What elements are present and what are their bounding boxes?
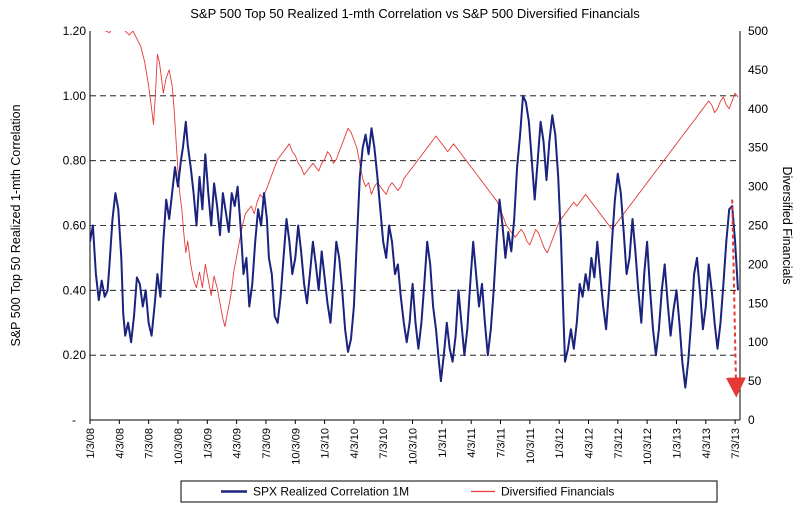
y-right-axis-label: Diversified Financials <box>780 166 794 284</box>
y-right-tick-label: 350 <box>748 141 768 155</box>
x-tick-label: 10/3/08 <box>173 428 185 465</box>
x-tick-label: 1/3/10 <box>320 428 332 459</box>
y-left-tick-label: 1.20 <box>63 24 87 38</box>
x-tick-label: 10/3/09 <box>290 428 302 465</box>
y-left-tick-label: 0.40 <box>63 283 87 297</box>
x-tick-label: 7/3/13 <box>730 428 742 459</box>
y-right-tick-label: 50 <box>748 374 762 388</box>
y-right-tick-label: 100 <box>748 335 768 349</box>
x-tick-label: 1/3/09 <box>202 428 214 459</box>
annotation-arrow <box>725 199 746 398</box>
x-tick-label: 10/3/12 <box>642 428 654 465</box>
x-tick-label: 1/3/11 <box>437 428 449 458</box>
x-tick-label: 4/3/10 <box>349 428 361 459</box>
x-tick-label: 4/3/09 <box>232 428 244 459</box>
x-tick-label: 1/3/08 <box>85 428 97 459</box>
y-right-tick-label: 300 <box>748 180 768 194</box>
y-left-axis-label: S&P 500 Top 50 Realized 1-mth Correlatio… <box>9 104 23 346</box>
legend-label-diversified-financials: Diversified Financials <box>501 485 614 499</box>
x-tick-label: 4/3/11 <box>466 428 478 458</box>
y-left-zero-label: - <box>72 413 76 427</box>
x-tick-label: 4/3/08 <box>114 428 126 459</box>
y-left-tick-label: 0.80 <box>63 154 87 168</box>
y-left-tick-label: 0.60 <box>63 219 87 233</box>
x-tick-label: 4/3/12 <box>583 428 595 459</box>
x-tick-label: 1/3/13 <box>671 428 683 459</box>
x-tick-label: 7/3/12 <box>613 428 625 459</box>
y-left-tick-label: 1.00 <box>63 89 87 103</box>
x-tick-label: 7/3/08 <box>144 428 156 459</box>
y-right-tick-label: 250 <box>748 219 768 233</box>
y-right-tick-label: 150 <box>748 296 768 310</box>
x-tick-label: 10/3/10 <box>408 428 420 465</box>
y-right-tick-label: 400 <box>748 102 768 116</box>
y-left-tick-label: 0.20 <box>63 348 87 362</box>
series-line-diversified-financials <box>104 31 739 328</box>
y-right-tick-label: 450 <box>748 63 768 77</box>
y-right-tick-label: 500 <box>748 24 768 38</box>
y-right-tick-label: 0 <box>748 413 755 427</box>
y-right-tick-label: 200 <box>748 257 768 271</box>
x-tick-label: 7/3/11 <box>496 428 508 458</box>
chart-title: S&P 500 Top 50 Realized 1-mth Correlatio… <box>190 6 640 21</box>
x-tick-label: 1/3/12 <box>554 428 566 459</box>
legend-box <box>180 480 718 503</box>
x-tick-label: 10/3/11 <box>525 428 537 464</box>
x-tick-label: 4/3/13 <box>701 428 713 459</box>
legend-label-spx-correlation: SPX Realized Correlation 1M <box>253 485 409 499</box>
x-tick-label: 7/3/10 <box>378 428 390 459</box>
series-line-spx-correlation <box>90 94 739 389</box>
x-tick-label: 7/3/09 <box>261 428 273 459</box>
